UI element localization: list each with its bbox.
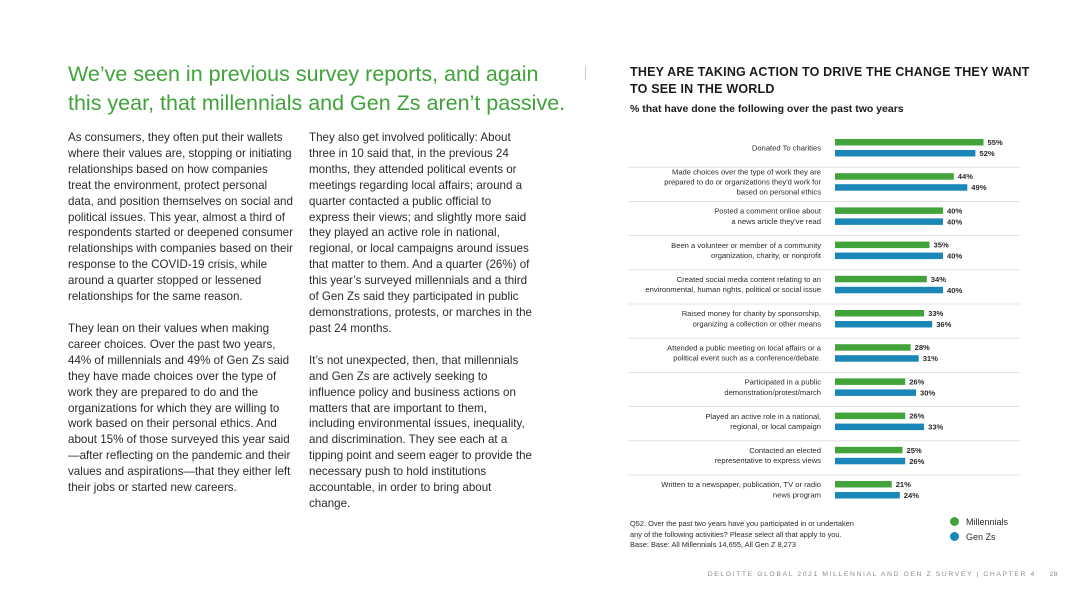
bar-millennials [835, 173, 954, 180]
legend-item-gen-zs: Gen Zs [950, 529, 1008, 544]
bar-gen-zs [835, 150, 976, 157]
bar-millennials [835, 310, 925, 317]
bar-gen-zs [835, 184, 968, 191]
bar-millennials [835, 207, 943, 214]
category-label: Donated To charities [752, 143, 821, 152]
category-label: news program [773, 490, 821, 499]
category-label: political event such as a conference/deb… [673, 354, 821, 363]
paragraph: They also get involved politically: Abou… [309, 131, 532, 335]
chart-subtitle: % that have done the following over the … [630, 103, 904, 115]
category-label: demonstration/protest/march [724, 388, 821, 397]
chart-legend: Millennials Gen Zs [950, 514, 1008, 544]
data-label: 35% [934, 241, 949, 250]
page-number: 28 [1049, 571, 1058, 578]
bar-gen-zs [835, 389, 916, 396]
category-label: Written to a newspaper, publication, TV … [661, 480, 821, 489]
category-label: Played an active role in a national, [705, 412, 821, 421]
data-label: 49% [971, 183, 986, 192]
page-footer: DELOITTE GLOBAL 2021 MILLENNIAL AND GEN … [708, 571, 1058, 578]
footnote-line: Q52. Over the past two years have you pa… [630, 519, 854, 528]
data-label: 25% [907, 446, 922, 455]
bar-chart: Donated To charities 55% 52% Made choices o… [628, 138, 1020, 500]
bar-gen-zs [835, 218, 943, 225]
category-label: Participated in a public [745, 378, 822, 387]
data-label: 31% [923, 354, 938, 363]
body-column-middle: They also get involved politically: Abou… [309, 130, 534, 528]
bar-millennials [835, 241, 930, 249]
category-label: representative to express views [715, 456, 822, 465]
category-label: Created social media content relating to… [677, 275, 821, 284]
category-label: Contacted an elected [749, 446, 821, 455]
data-label: 28% [915, 343, 930, 352]
paragraph: It’s not unexpected, then, that millenni… [309, 353, 533, 510]
bar-millennials [835, 275, 927, 283]
category-label: organization, charity, or nonprofit [711, 251, 822, 260]
footer-text: DELOITTE GLOBAL 2021 MILLENNIAL AND GEN … [707, 571, 1036, 578]
category-label: Attended a public meeting on local affai… [667, 343, 822, 352]
bar-gen-zs [835, 423, 925, 431]
paragraph: As consumers, they often put their walle… [68, 131, 293, 304]
data-label: 52% [979, 149, 994, 158]
legend-label: Millennials [966, 516, 1009, 527]
data-label: 26% [909, 377, 924, 386]
chart-footnote: Q52. Over the past two years have you pa… [630, 519, 900, 551]
column-divider [585, 66, 586, 80]
bar-gen-zs [835, 457, 906, 465]
footnote-line: any of the following activities? Please … [630, 529, 842, 539]
page-headline: We’ve seen in previous survey reports, a… [68, 62, 566, 115]
category-label: Posted a comment online about [714, 207, 822, 216]
category-label: environmental, human rights, political o… [645, 285, 821, 294]
data-label: 24% [904, 491, 919, 500]
category-label: a news article they've read [731, 217, 821, 226]
data-label: 40% [947, 252, 962, 261]
category-label: Been a volunteer or member of a communit… [671, 241, 821, 250]
bar-gen-zs [835, 492, 900, 499]
legend-swatch [950, 532, 959, 541]
category-label: based on personal ethics [737, 188, 822, 197]
bar-millennials [835, 446, 903, 454]
data-label: 40% [947, 206, 962, 215]
data-label: 44% [958, 172, 973, 181]
category-label: Raised money for charity by sponsorship, [682, 309, 821, 318]
bar-millennials [835, 481, 892, 488]
legend-swatch [950, 517, 959, 526]
bar-gen-zs [835, 252, 943, 260]
category-label: organizing a collection or other means [693, 319, 822, 328]
data-label: 33% [928, 309, 943, 318]
paragraph: They lean on their values when making ca… [68, 321, 291, 495]
category-label: regional, or local campaign [730, 422, 821, 431]
data-label: 55% [988, 138, 1003, 147]
bar-millennials [835, 139, 984, 146]
footnote-line: Base: Base: All Millennials 14,655, All … [630, 540, 796, 549]
bar-millennials [835, 378, 906, 385]
data-label: 36% [936, 320, 951, 329]
data-label: 26% [909, 457, 924, 466]
category-label: prepared to do or organizations they'd w… [664, 177, 821, 186]
bar-millennials [835, 412, 906, 420]
chart-title: THEY ARE TAKING ACTION TO DRIVE THE CHAN… [630, 65, 1030, 96]
data-label: 40% [947, 217, 962, 226]
legend-label: Gen Zs [966, 531, 996, 542]
body-column-left: As consumers, they often put their walle… [68, 130, 293, 512]
bar-millennials [835, 344, 911, 351]
bar-gen-zs [835, 321, 933, 328]
category-label: Made choices over the type of work they … [672, 167, 821, 176]
data-label: 34% [931, 275, 946, 284]
data-label: 21% [896, 480, 911, 489]
data-label: 40% [947, 286, 962, 295]
data-label: 26% [909, 412, 924, 421]
bar-gen-zs [835, 286, 943, 294]
data-label: 30% [920, 388, 935, 397]
bar-gen-zs [835, 355, 919, 362]
data-label: 33% [928, 423, 943, 432]
legend-item-millennials: Millennials [950, 514, 1008, 529]
